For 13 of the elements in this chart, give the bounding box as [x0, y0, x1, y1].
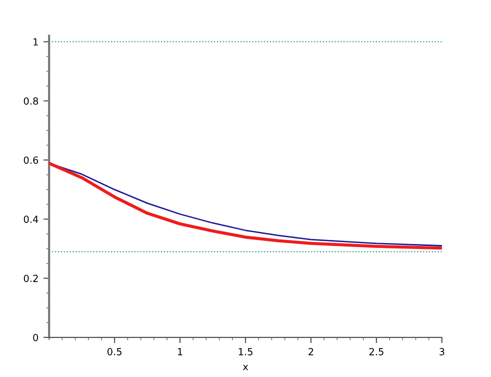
- y-tick-label: 0.2: [24, 274, 38, 282]
- x-tick-label: 2: [308, 348, 314, 356]
- x-tick-label: 0.5: [107, 348, 122, 356]
- x-tick-label: 2.5: [369, 348, 384, 356]
- y-tick-label: 0.8: [24, 97, 38, 105]
- y-tick-label: 0.4: [24, 216, 38, 223]
- y-tick-label: 0.6: [24, 156, 38, 164]
- x-tick-label: 1.5: [238, 348, 252, 356]
- x-tick-label: 1: [178, 348, 182, 356]
- x-tick-label: 3: [440, 348, 444, 356]
- x-axis-title: x: [242, 364, 248, 370]
- y-tick-label: 0: [33, 334, 38, 342]
- y-tick-label: 1: [34, 38, 38, 46]
